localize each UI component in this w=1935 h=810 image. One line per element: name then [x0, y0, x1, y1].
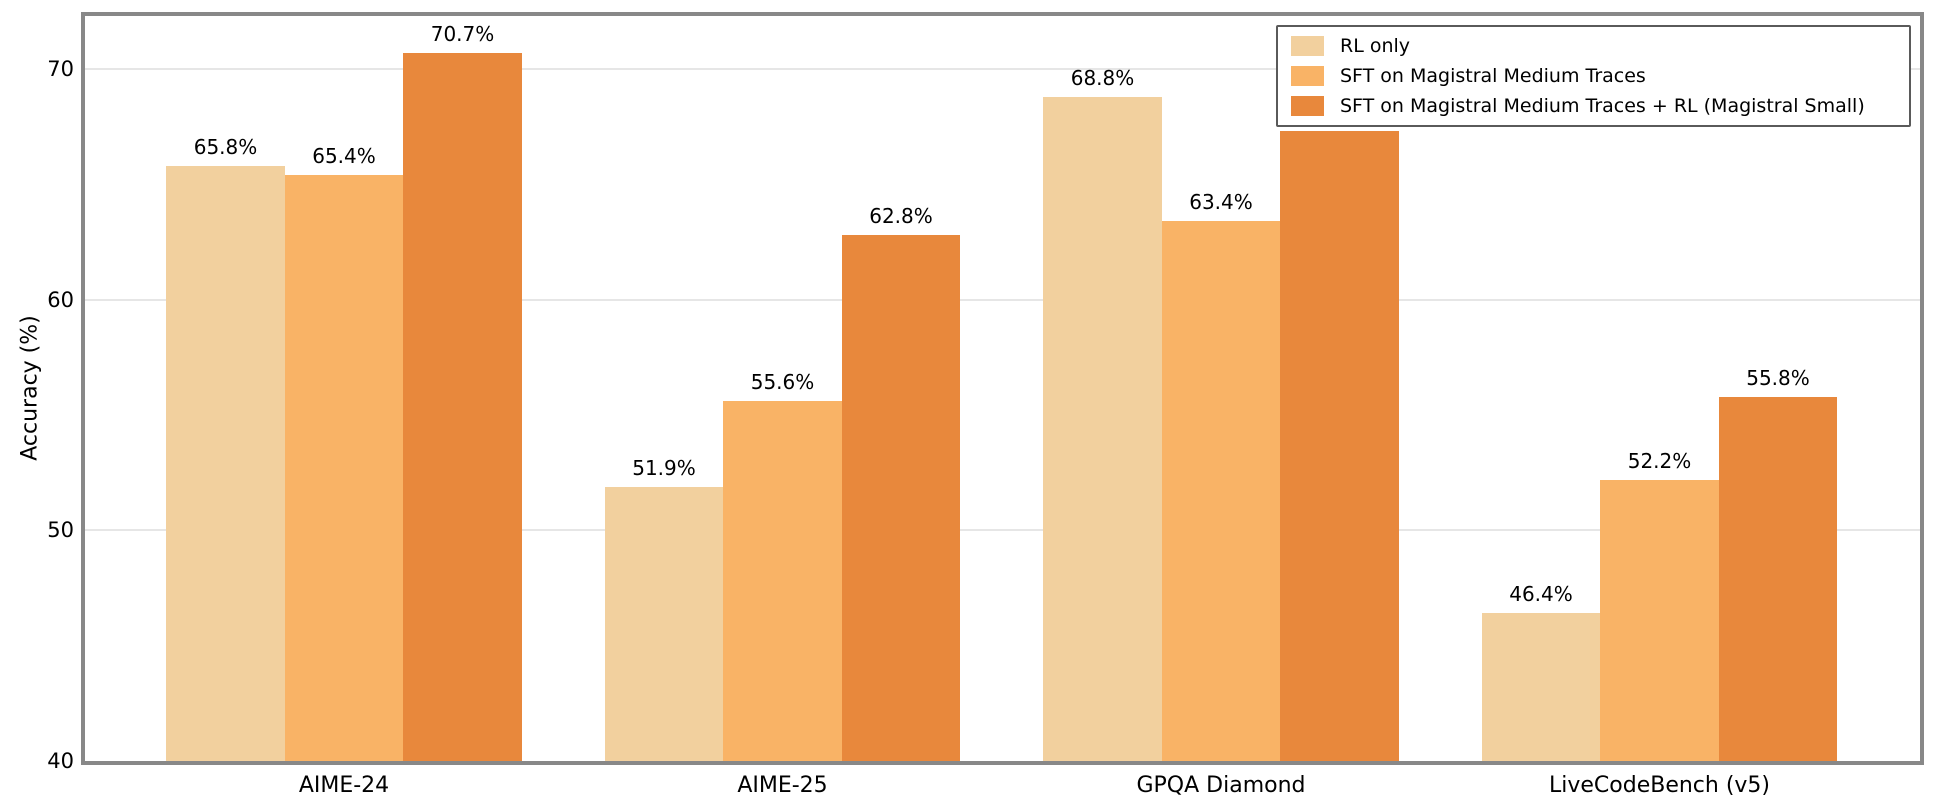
legend-item-label: SFT on Magistral Medium Traces + RL (Mag… [1340, 95, 1865, 117]
bar-value-label: 46.4% [1509, 582, 1573, 607]
bar-3-1 [1600, 479, 1719, 761]
gridline [85, 529, 1920, 532]
bar-1-0 [604, 486, 724, 761]
plot-inner: 65.8% 51.9% 68.8% 46.4% 65.4% 55.6% 63.4% 52.2%… [85, 16, 1920, 761]
x-category-label: LiveCodeBench (v5) [1548, 773, 1771, 798]
y-tick-label: 40 [47, 749, 74, 773]
bar-0-2 [403, 52, 522, 761]
legend-color-swatch [1291, 36, 1324, 56]
y-tick-label: 70 [47, 57, 74, 82]
legend: RL only SFT on Magistral Medium Traces SFT… [1276, 25, 1911, 127]
legend-item: SFT on Magistral Medium Traces [1288, 61, 1899, 91]
bar-value-label: 52.2% [1627, 448, 1692, 473]
bar-value-label: 70.7% [430, 21, 495, 46]
bar-3-0 [1481, 613, 1601, 761]
bar-1-2 [841, 235, 961, 761]
y-axis-title: Accuracy (%) [17, 315, 43, 461]
bar-value-label: 62.8% [869, 204, 933, 229]
bar-0-1 [284, 175, 404, 761]
bar-value-label: 51.9% [632, 455, 696, 480]
legend-color-swatch [1291, 66, 1324, 86]
gridline [85, 68, 1920, 71]
y-tick-label: 60 [47, 287, 74, 312]
bar-2-1 [1161, 221, 1281, 761]
gridline [85, 298, 1920, 301]
legend-item: RL only [1288, 31, 1899, 61]
y-tick-label: 50 [47, 518, 74, 543]
bar-2-2 [1280, 131, 1399, 761]
bar-value-label: 68.8% [1070, 65, 1135, 90]
x-category-label: GPQA Diamond [1136, 773, 1306, 798]
legend-item-label: RL only [1340, 35, 1411, 57]
bar-value-label: 65.8% [193, 134, 258, 159]
bar-0-0 [166, 165, 285, 761]
bar-1-1 [723, 401, 842, 761]
bar-value-label: 63.4% [1189, 190, 1253, 215]
legend-color-swatch [1291, 96, 1324, 116]
legend-item: SFT on Magistral Medium Traces + RL (Mag… [1288, 91, 1899, 121]
x-category-label: AIME-25 [737, 773, 828, 798]
bar-2-0 [1043, 96, 1162, 761]
bar-value-label: 65.4% [312, 144, 376, 169]
bar-3-2 [1718, 396, 1838, 761]
bar-value-label: 55.8% [1746, 365, 1810, 390]
plot-area: 65.8% 51.9% 68.8% 46.4% 65.4% 55.6% 63.4% 52.2%… [81, 12, 1924, 765]
legend-item-label: SFT on Magistral Medium Traces [1340, 65, 1646, 87]
x-category-label: AIME-24 [298, 773, 390, 798]
bar-value-label: 55.6% [750, 370, 815, 395]
